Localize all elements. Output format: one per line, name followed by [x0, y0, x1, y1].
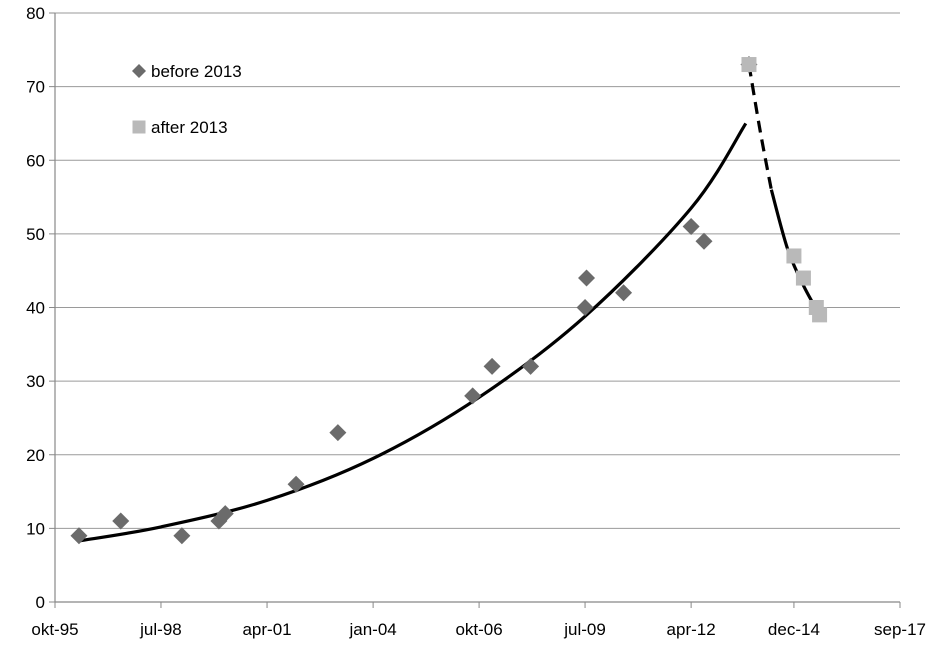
y-tick-label: 0 — [36, 593, 45, 612]
legend: before 2013 after 2013 — [132, 62, 242, 137]
data-point-diamond — [173, 527, 191, 545]
data-point-diamond — [578, 269, 596, 287]
x-tick-label: okt-95 — [31, 620, 78, 639]
legend-label: after 2013 — [151, 118, 228, 137]
data-point-diamond — [522, 357, 540, 375]
grid — [55, 12, 900, 529]
y-tick-label: 10 — [26, 519, 45, 538]
data-point-diamond — [576, 299, 594, 316]
y-tick-label: 50 — [26, 225, 45, 244]
y-tick-label: 80 — [26, 4, 45, 23]
y-tick-label: 60 — [26, 151, 45, 170]
y-tick-label: 30 — [26, 372, 45, 391]
data-point-diamond — [615, 284, 633, 302]
trend-line — [78, 122, 748, 543]
data-point-square — [795, 270, 811, 286]
data-point-square — [741, 57, 757, 73]
x-tick-label: apr-01 — [242, 620, 291, 639]
legend-label: before 2013 — [151, 62, 242, 81]
x-axis-ticks: okt-95 jul-98 apr-01 jan-04 okt-06 jul-09 apr-… — [31, 602, 926, 639]
data-point-diamond — [695, 232, 713, 250]
x-tick-label: okt-06 — [455, 620, 502, 639]
x-tick-label: sep-17 — [874, 620, 926, 639]
y-tick-label: 40 — [26, 299, 45, 318]
data-point-diamond — [112, 512, 130, 530]
data-point-diamond — [329, 424, 347, 442]
data-point-diamond — [216, 505, 234, 523]
data-point-diamond — [464, 387, 482, 405]
y-tick-label: 70 — [26, 78, 45, 97]
data-point-diamond — [483, 357, 501, 375]
data-point-diamond — [287, 475, 305, 493]
x-tick-label: jul-09 — [563, 620, 606, 639]
x-tick-label: jul-98 — [139, 620, 182, 639]
data-point-square — [786, 248, 802, 264]
trend-line-dashed — [747, 64, 773, 190]
data-points — [70, 56, 828, 545]
x-tick-label: jan-04 — [348, 620, 396, 639]
x-tick-label: dec-14 — [768, 620, 820, 639]
legend-marker-diamond — [132, 64, 146, 78]
data-point-square — [812, 307, 828, 323]
y-tick-label: 20 — [26, 446, 45, 465]
y-axis-ticks: 0 10 20 30 40 50 60 70 80 — [26, 4, 55, 612]
data-point-diamond — [682, 218, 700, 236]
data-point-diamond — [70, 527, 88, 545]
x-tick-label: apr-12 — [667, 620, 716, 639]
legend-marker-square — [132, 120, 146, 134]
